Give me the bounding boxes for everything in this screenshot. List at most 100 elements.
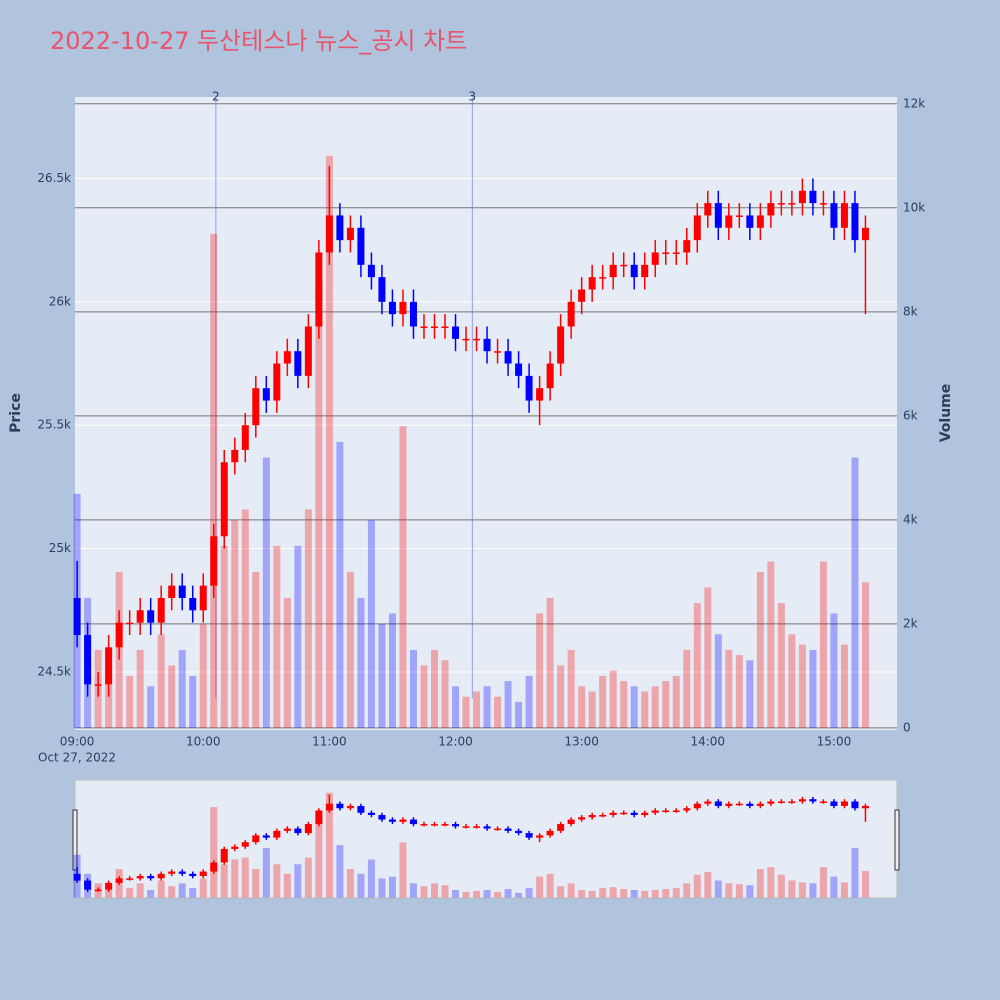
volume-bar <box>147 686 155 728</box>
mini-candle-body <box>241 842 249 847</box>
candle-body <box>620 264 628 267</box>
mini-candle-body <box>231 846 239 849</box>
mini-volume-bar <box>420 886 428 898</box>
candle-body <box>136 610 144 623</box>
candle-body <box>178 585 186 598</box>
mini-volume-bar <box>746 885 754 898</box>
mini-volume-bar <box>578 889 586 898</box>
volume-bar <box>777 603 785 728</box>
y2-tick-label: 10k <box>903 200 925 214</box>
volume-bar <box>557 665 565 728</box>
x-tick-label: 15:00 <box>817 735 852 749</box>
mini-candle-body <box>809 799 817 802</box>
volume-bar <box>714 634 722 728</box>
mini-candle-body <box>735 803 743 806</box>
mini-candle-body <box>483 826 491 829</box>
mini-volume-bar <box>220 864 228 898</box>
y2-tick-label: 0 <box>903 720 911 734</box>
candle-body <box>73 597 81 635</box>
mini-candle-body <box>557 824 565 831</box>
mini-volume-bar <box>840 882 848 898</box>
volume-bar <box>262 457 270 728</box>
mini-candle-body <box>704 801 712 804</box>
volume-bar <box>704 587 712 728</box>
mini-volume-bar <box>409 883 417 898</box>
volume-bar <box>210 233 218 728</box>
mini-volume-bar <box>798 882 806 898</box>
y2-axis-title: Volume <box>938 384 954 443</box>
mini-candle-body <box>157 873 165 879</box>
range-slider[interactable] <box>74 779 898 899</box>
candle-body <box>189 597 197 611</box>
y2-tick-label: 4k <box>903 512 918 526</box>
mini-volume-bar <box>147 889 155 898</box>
volume-bar <box>325 155 333 728</box>
mini-volume-bar <box>430 883 438 898</box>
volume-bar <box>840 644 848 728</box>
mini-volume-bar <box>473 890 481 898</box>
mini-candle-body <box>452 824 460 827</box>
volume-bar <box>441 660 449 728</box>
candle-body <box>809 190 817 204</box>
candle-body <box>536 388 544 401</box>
candle-body <box>830 203 838 228</box>
candle-body <box>388 301 396 315</box>
mini-candle-body <box>630 812 638 816</box>
volume-bar <box>536 613 544 728</box>
mini-volume-bar <box>252 869 260 898</box>
candle-body <box>767 203 775 216</box>
volume-bar <box>357 597 365 728</box>
mini-volume-bar <box>178 883 186 898</box>
mini-volume-bar <box>157 880 165 898</box>
mini-candle-body <box>84 880 92 890</box>
volume-bar <box>525 675 533 728</box>
mini-volume-bar <box>136 883 144 898</box>
mini-candle-body <box>409 819 417 825</box>
mini-candle-body <box>357 805 365 813</box>
volume-bar <box>819 561 827 728</box>
mini-volume-bar <box>315 816 323 898</box>
mini-candle-body <box>578 817 586 820</box>
candle-body <box>462 338 470 341</box>
volume-bar <box>304 509 312 728</box>
mini-candle-body <box>620 812 628 815</box>
mini-candle-body <box>283 828 291 831</box>
mini-candle-body <box>294 828 302 834</box>
volume-bar <box>809 649 817 728</box>
mini-volume-bar <box>325 792 333 898</box>
mini-volume-bar <box>515 892 523 898</box>
volume-bar <box>483 686 491 728</box>
y-tick-label: 26.5k <box>37 171 71 185</box>
candle-body <box>294 351 302 376</box>
mini-candle-body <box>767 801 775 804</box>
candle-body <box>819 203 827 205</box>
mini-volume-bar <box>756 869 764 898</box>
candle-body <box>599 277 607 279</box>
mini-volume-bar <box>662 889 670 898</box>
volume-bar <box>641 691 649 728</box>
volume-bar <box>388 613 396 728</box>
volume-bar <box>452 686 460 728</box>
mini-volume-bar <box>399 842 407 898</box>
mini-candle-body <box>609 812 617 816</box>
mini-volume-bar <box>609 887 617 898</box>
candle-body <box>609 264 617 278</box>
mini-candle-body <box>851 801 859 809</box>
mini-candle-body <box>105 882 113 890</box>
volume-bar <box>294 545 302 728</box>
mini-volume-bar <box>819 867 827 898</box>
mini-volume-bar <box>851 848 859 898</box>
mini-volume-bar <box>704 871 712 898</box>
mini-candle-body <box>672 810 680 812</box>
volume-bar <box>273 545 281 728</box>
volume-bar <box>767 561 775 728</box>
y2-tick-label: 8k <box>903 304 918 318</box>
candle-body <box>452 326 460 339</box>
candle-body <box>94 684 102 686</box>
candle-body <box>651 252 659 265</box>
range-handle[interactable] <box>72 809 78 871</box>
range-handle[interactable] <box>894 809 900 871</box>
y-tick-label: 25k <box>49 541 71 555</box>
candle-body <box>557 326 565 364</box>
volume-bar <box>157 634 165 728</box>
